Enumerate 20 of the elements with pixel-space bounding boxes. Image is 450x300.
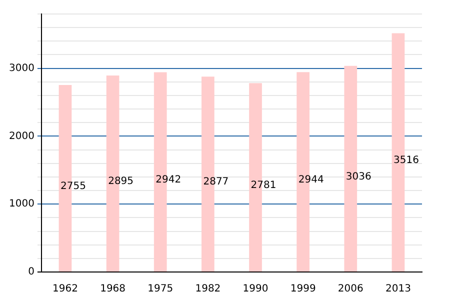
data-label: 2942 <box>156 174 182 186</box>
x-tick-label: 1968 <box>100 284 126 295</box>
data-label: 2755 <box>60 180 86 192</box>
x-tick-label: 1975 <box>148 284 174 295</box>
x-tick-label: 1962 <box>52 284 78 295</box>
x-tick-label: 1982 <box>195 284 221 295</box>
y-tick-label: 2000 <box>8 130 34 142</box>
x-tick-label: 2013 <box>385 284 411 295</box>
y-tick-label: 0 <box>28 266 34 278</box>
x-tick-label: 1999 <box>290 284 316 295</box>
data-label: 2895 <box>108 176 134 188</box>
data-label: 2877 <box>203 176 229 188</box>
y-tick-label: 3000 <box>8 62 34 74</box>
x-tick-label: 2006 <box>338 284 364 295</box>
data-label: 2944 <box>298 174 324 186</box>
x-tick-label: 1990 <box>242 284 268 295</box>
data-label: 3036 <box>346 171 372 182</box>
data-label: 3516 <box>393 154 419 166</box>
y-tick-label: 1000 <box>8 198 34 210</box>
data-label: 2781 <box>250 180 276 191</box>
